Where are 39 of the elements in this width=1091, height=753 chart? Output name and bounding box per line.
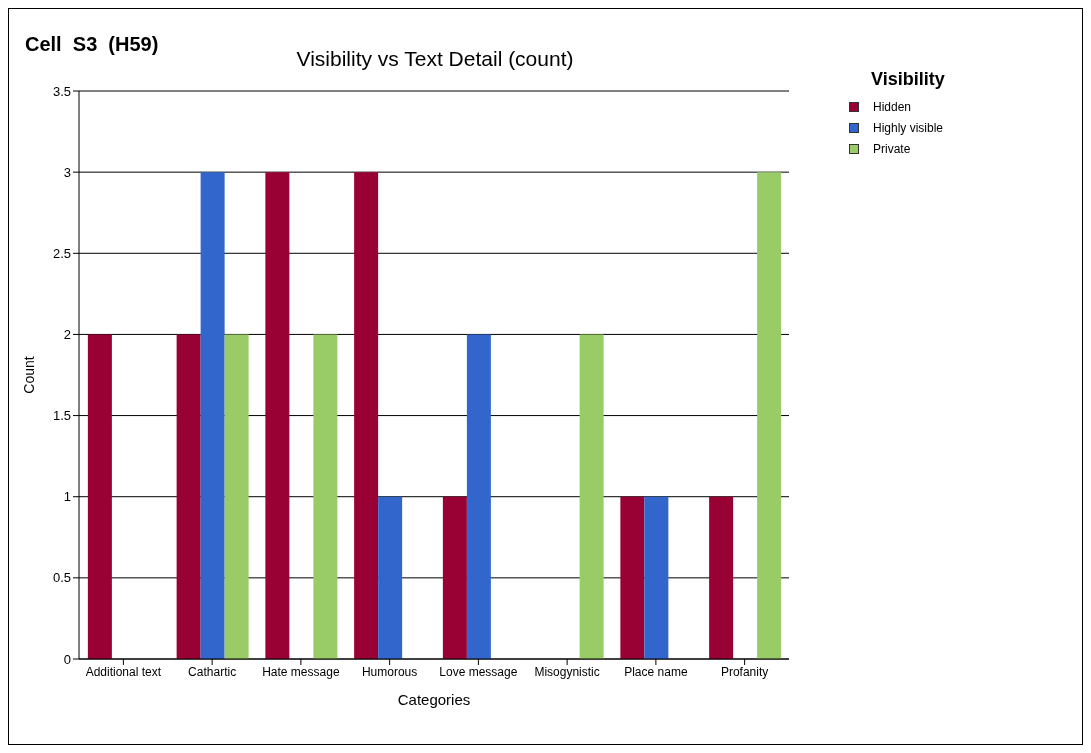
- x-tick-label: Humorous: [361, 664, 418, 679]
- y-tick-label: 1: [63, 489, 71, 505]
- legend-label: Private: [872, 140, 912, 158]
- bar: [644, 496, 669, 659]
- x-tick-label: Profanity: [720, 664, 769, 679]
- bar: [466, 334, 491, 659]
- bar: [176, 334, 201, 659]
- bar: [442, 496, 467, 659]
- x-tick-label: Misogynistic: [534, 664, 600, 679]
- bar: [709, 496, 734, 659]
- x-tick-label: Love message: [439, 664, 518, 679]
- text: Cell S3 (H59): [25, 33, 159, 56]
- y-tick-label: 3: [63, 164, 71, 180]
- y-tick-label: 3.5: [52, 83, 71, 99]
- bar: [757, 172, 782, 659]
- y-tick-label: 0: [63, 651, 71, 667]
- bar: [265, 172, 290, 659]
- bar: [354, 172, 379, 659]
- bar: [87, 334, 112, 659]
- bar: [224, 334, 249, 659]
- x-axis-title: Categories: [397, 691, 471, 708]
- legend-title: Visibility: [871, 69, 945, 90]
- y-tick-label: 2: [63, 327, 71, 343]
- y-tick-label: 0.5: [52, 570, 71, 586]
- x-tick-label: Additional text: [85, 664, 162, 679]
- bar: [313, 334, 338, 659]
- x-tick-label: Cathartic: [188, 664, 237, 679]
- legend-label: Highly visible: [872, 119, 945, 137]
- bar: [620, 496, 645, 659]
- bar: [200, 172, 225, 659]
- chart-title: Visibility vs Text Detail (count): [296, 47, 574, 70]
- x-tick-label: Place name: [624, 664, 688, 679]
- y-tick-label: 2.5: [52, 245, 71, 261]
- legend-label: Hidden: [872, 98, 913, 116]
- bar: [378, 496, 403, 659]
- y-tick-label: 1.5: [52, 408, 71, 424]
- bar: [579, 334, 604, 659]
- x-tick-label: Hate message: [262, 664, 340, 679]
- y-axis-title: Count: [20, 356, 37, 394]
